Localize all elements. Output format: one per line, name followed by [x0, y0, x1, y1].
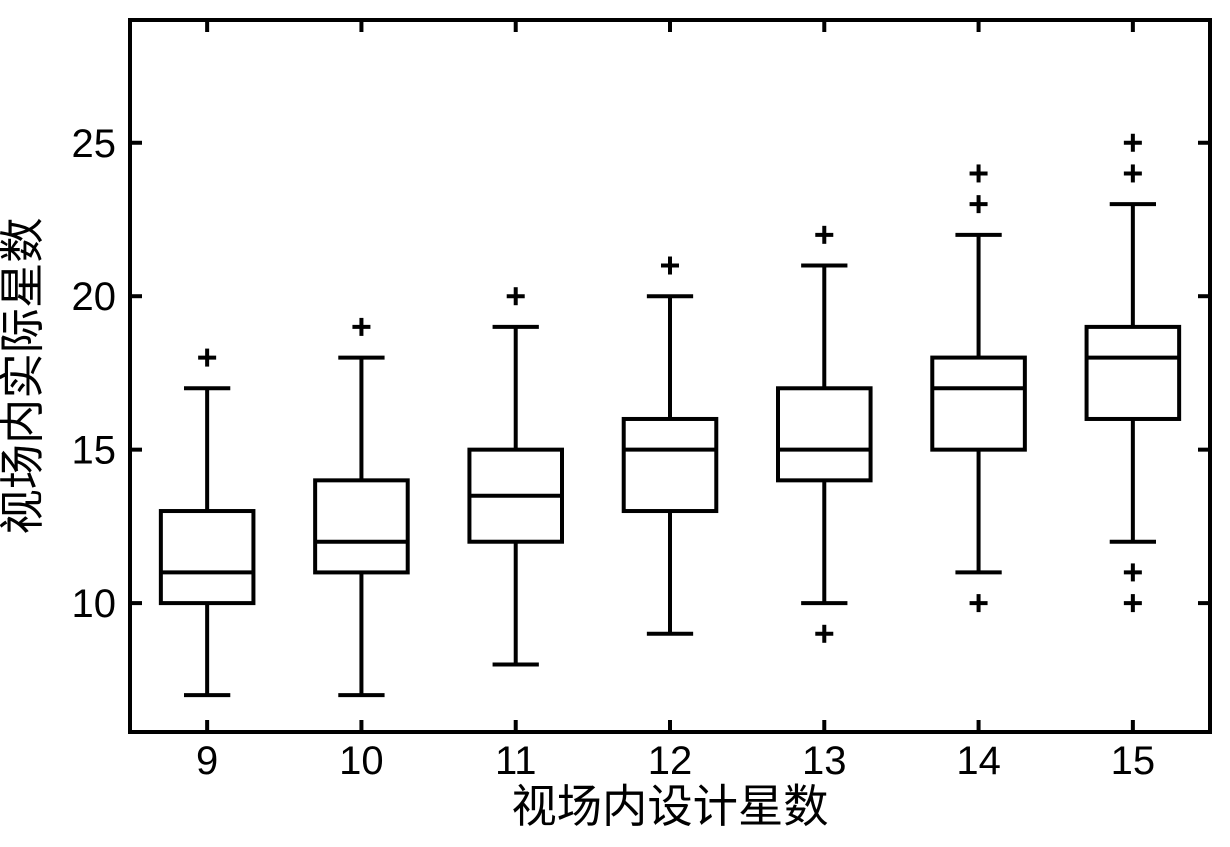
iqr-box: [161, 511, 254, 603]
y-tick-label: 15: [72, 429, 116, 473]
boxplot-chart: 9 10 11 12 13 14 15 10 15 20 25 视场内设计星数 视场内实际星数: [0, 0, 1230, 847]
y-axis-label: 视场内实际星数: [0, 217, 48, 534]
y-tick-label: 10: [72, 582, 116, 626]
iqr-box: [932, 358, 1025, 450]
iqr-box: [778, 388, 871, 480]
x-tick-label: 9: [196, 739, 218, 783]
y-tick-label: 25: [72, 122, 116, 166]
x-axis-label: 视场内设计星数: [511, 781, 828, 832]
x-tick-label: 13: [802, 739, 846, 783]
x-tick-label: 12: [648, 739, 692, 783]
x-tick-label: 11: [495, 739, 537, 783]
iqr-box: [624, 419, 717, 511]
iqr-box: [315, 480, 408, 572]
x-tick-label: 10: [339, 739, 383, 783]
x-tick-label: 15: [1111, 739, 1155, 783]
iqr-box: [1087, 327, 1180, 419]
y-tick-label: 20: [72, 275, 116, 319]
x-tick-label: 14: [956, 739, 1000, 783]
